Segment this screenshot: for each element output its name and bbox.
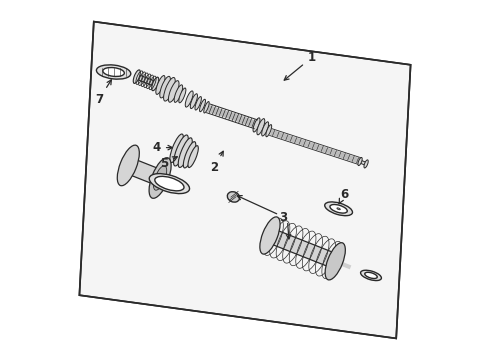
Ellipse shape — [173, 135, 188, 166]
Ellipse shape — [164, 77, 175, 101]
Ellipse shape — [153, 166, 167, 190]
Polygon shape — [79, 22, 411, 338]
Ellipse shape — [179, 88, 186, 103]
Ellipse shape — [260, 217, 280, 254]
Ellipse shape — [149, 174, 190, 194]
Ellipse shape — [361, 270, 381, 280]
Ellipse shape — [266, 125, 271, 137]
Ellipse shape — [364, 160, 368, 168]
Text: 1: 1 — [284, 51, 316, 80]
Ellipse shape — [325, 243, 345, 280]
Ellipse shape — [185, 91, 193, 107]
Ellipse shape — [325, 202, 352, 216]
Text: 4: 4 — [153, 141, 172, 154]
Ellipse shape — [170, 134, 183, 163]
Polygon shape — [360, 160, 367, 165]
Ellipse shape — [195, 96, 201, 110]
Ellipse shape — [253, 118, 260, 132]
Ellipse shape — [227, 192, 240, 202]
Text: 2: 2 — [210, 151, 223, 174]
Ellipse shape — [160, 76, 171, 98]
Text: 7: 7 — [95, 80, 111, 105]
Ellipse shape — [178, 138, 192, 167]
Text: 6: 6 — [339, 188, 348, 204]
Ellipse shape — [155, 176, 184, 191]
Polygon shape — [136, 74, 156, 86]
Ellipse shape — [262, 122, 269, 136]
Ellipse shape — [169, 81, 179, 102]
Ellipse shape — [365, 272, 377, 279]
Ellipse shape — [190, 94, 197, 109]
Ellipse shape — [199, 99, 205, 112]
Ellipse shape — [204, 102, 209, 113]
Text: 3: 3 — [279, 211, 287, 224]
Ellipse shape — [152, 77, 159, 91]
Ellipse shape — [183, 142, 196, 168]
Polygon shape — [125, 158, 163, 186]
Ellipse shape — [149, 158, 171, 198]
Text: 5: 5 — [160, 157, 177, 170]
Ellipse shape — [188, 146, 198, 167]
Ellipse shape — [103, 68, 124, 76]
Ellipse shape — [133, 70, 140, 84]
Polygon shape — [267, 229, 338, 268]
Ellipse shape — [358, 157, 362, 166]
Ellipse shape — [337, 208, 340, 210]
Ellipse shape — [156, 76, 165, 94]
Ellipse shape — [117, 145, 139, 186]
Ellipse shape — [97, 65, 131, 79]
Ellipse shape — [174, 85, 183, 102]
Ellipse shape — [257, 119, 265, 135]
Ellipse shape — [330, 204, 347, 213]
